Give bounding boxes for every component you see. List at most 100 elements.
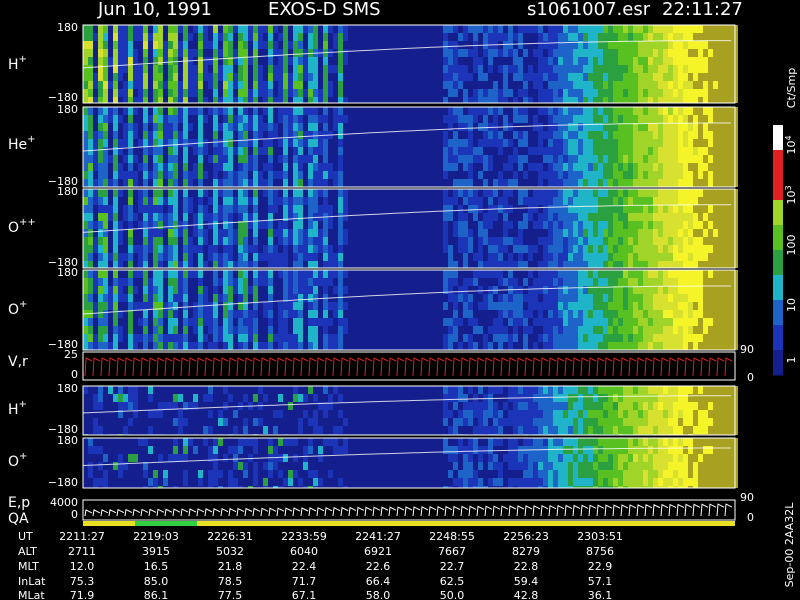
spectrogram-cell — [98, 155, 103, 163]
spectrogram-cell — [643, 97, 648, 103]
spectrogram-cell — [673, 221, 678, 229]
spectrogram-cell — [673, 115, 678, 123]
spectrogram-cell — [623, 253, 628, 261]
spectrogram-cell — [518, 426, 523, 434]
spectrogram-cell — [623, 302, 628, 310]
spectrogram-cell — [613, 486, 618, 488]
spectrogram-cell — [588, 334, 593, 342]
spectrogram-cell — [728, 278, 733, 286]
spectrogram-cell — [588, 394, 593, 402]
spectrogram-cell — [703, 278, 708, 286]
cell: 59.4 — [514, 575, 539, 588]
ion: O — [8, 454, 19, 470]
spectrogram-cell — [638, 302, 643, 310]
spectrogram-cell — [448, 155, 453, 163]
spectrogram-cell — [568, 163, 573, 171]
spectrogram-cell — [213, 294, 218, 302]
spectrogram-cell — [283, 73, 288, 81]
spectrogram-cell — [208, 446, 213, 454]
spectrogram-cell — [538, 81, 543, 89]
spectrogram-cell — [623, 278, 628, 286]
spectrogram-cell — [548, 278, 553, 286]
spectrogram-cell — [603, 253, 608, 261]
spectrogram-cell — [573, 418, 578, 426]
spectrogram-cell — [618, 205, 623, 213]
spectrogram-cell — [573, 394, 578, 402]
spectrogram-cell — [468, 342, 473, 350]
spectrogram-cell — [563, 41, 568, 49]
spectrogram-cell — [178, 81, 183, 89]
spectrogram-cell — [638, 326, 643, 334]
spectrogram-cell — [133, 270, 138, 278]
spectrogram-cell — [548, 205, 553, 213]
spectrogram-cell — [653, 139, 658, 147]
spectrogram-cell — [188, 139, 193, 147]
spectrogram-cell — [443, 221, 448, 229]
footer: Sep-00 2AA32L — [783, 502, 796, 588]
spectrogram-cell — [253, 270, 258, 278]
spectrogram-cell — [293, 139, 298, 147]
spectrogram-cell — [728, 310, 733, 318]
spectrogram-cell — [463, 486, 468, 488]
spectrogram-cell — [218, 107, 223, 115]
spectrogram-cell — [478, 155, 483, 163]
spectrogram-cell — [698, 394, 703, 402]
spectrogram-cell — [688, 253, 693, 261]
spectrogram-cell — [688, 394, 693, 402]
spectrogram-cell — [568, 342, 573, 350]
spectrogram-cell — [253, 107, 258, 115]
spectrogram-cell — [83, 81, 88, 89]
spectrogram-cell — [563, 171, 568, 179]
spectrogram-cell — [498, 278, 503, 286]
spectrogram-cell — [318, 270, 323, 278]
spectrogram-cell — [468, 454, 473, 462]
spectrogram-cell — [703, 386, 708, 394]
spectrogram-cell — [528, 147, 533, 155]
spectrogram-cell — [173, 179, 178, 187]
spectrogram-cell — [268, 270, 273, 278]
spectrogram-cell — [258, 25, 263, 33]
spectrogram-cell — [728, 486, 733, 488]
spectrogram-cell — [658, 426, 663, 434]
spectrogram-cell — [568, 197, 573, 205]
spectrogram-cell — [723, 486, 728, 488]
spectrogram-cell — [478, 97, 483, 103]
spectrogram-cell — [463, 462, 468, 470]
spectrogram-cell — [288, 302, 293, 310]
spectrogram-cell — [578, 438, 583, 446]
spectrogram-cell — [518, 189, 523, 197]
spectrogram-cell — [128, 65, 133, 73]
spectrogram-cell — [298, 107, 303, 115]
spectrogram-cell — [158, 107, 163, 115]
spectrogram-cell — [503, 229, 508, 237]
spectrogram-cell — [153, 49, 158, 57]
spectrogram-cell — [613, 342, 618, 350]
spectrogram-cell — [628, 123, 633, 131]
spectrogram-cell — [628, 81, 633, 89]
spectrogram-cell — [653, 446, 658, 454]
spectrogram-cell — [653, 147, 658, 155]
cell: 22.7 — [440, 560, 465, 573]
spectrogram-cell — [238, 270, 243, 278]
spectrogram-cell — [718, 478, 723, 486]
spectrogram-cell — [638, 25, 643, 33]
spectrogram-cell — [323, 65, 328, 73]
spectrogram-cell — [553, 486, 558, 488]
spectrogram-cell — [263, 253, 268, 261]
spectrogram-cell — [263, 270, 268, 278]
spectrogram-cell — [88, 229, 93, 237]
spectrogram-cell — [588, 454, 593, 462]
spectrogram-cell — [648, 286, 653, 294]
spectrogram-cell — [173, 438, 178, 446]
spectrogram-cell — [173, 237, 178, 245]
spectrogram-cell — [443, 286, 448, 294]
spectrogram-cell — [148, 410, 153, 418]
spectrogram-cell — [273, 462, 278, 470]
spectrogram-cell — [233, 123, 238, 131]
spectrogram-cell — [93, 418, 98, 426]
spectrogram-cell — [323, 221, 328, 229]
spectrogram-cell — [183, 205, 188, 213]
spectrogram-cell — [303, 131, 308, 139]
spectrogram-cell — [668, 89, 673, 97]
spectrogram-cell — [578, 49, 583, 57]
